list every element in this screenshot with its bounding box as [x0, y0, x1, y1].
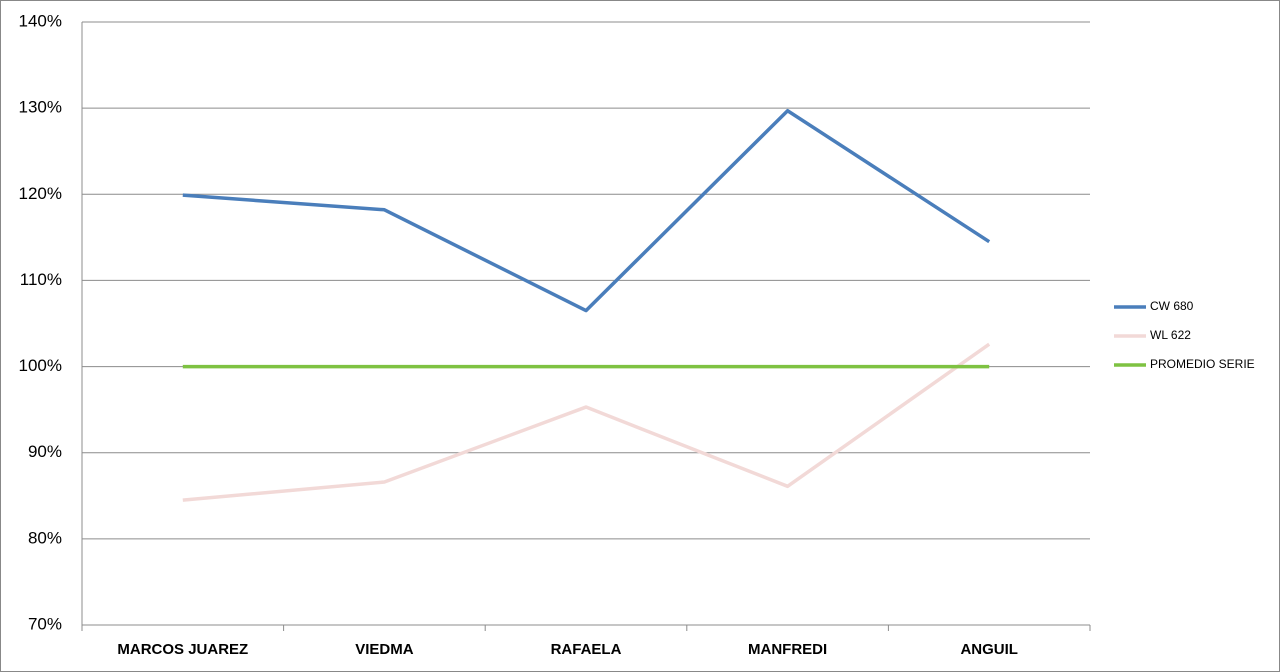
- legend-label: WL 622: [1150, 328, 1191, 342]
- x-tick-label: MANFREDI: [748, 641, 827, 658]
- x-tick-label: VIEDMA: [355, 641, 414, 658]
- series-line: [182, 108, 991, 313]
- y-tick-label: 110%: [20, 270, 62, 289]
- legend-label: PROMEDIO SERIE: [1150, 357, 1255, 371]
- y-tick-label: 120%: [19, 184, 62, 203]
- legend-label: CW 680: [1150, 299, 1194, 313]
- x-tick-label: MARCOS JUAREZ: [117, 641, 248, 658]
- x-tick-label: RAFAELA: [551, 641, 622, 658]
- y-tick-label: 70%: [28, 614, 62, 633]
- y-tick-label: 90%: [28, 442, 62, 461]
- y-tick-label: 130%: [19, 98, 62, 117]
- y-tick-label: 80%: [28, 528, 62, 547]
- series-line: [182, 342, 991, 502]
- x-tick-label: ANGUIL: [960, 641, 1018, 658]
- y-tick-label: 140%: [19, 11, 62, 30]
- y-tick-label: 100%: [19, 356, 62, 375]
